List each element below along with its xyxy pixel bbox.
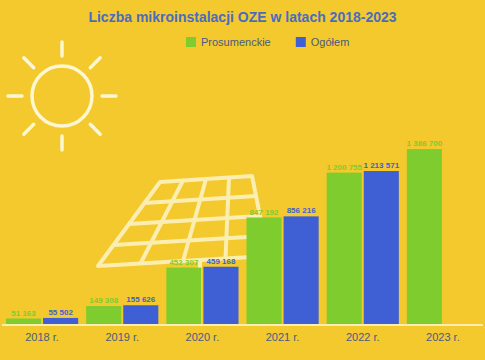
sun	[32, 66, 92, 126]
page: {"chart_data": {"type": "bar", "title": …	[0, 0, 485, 360]
sun-ray	[90, 124, 100, 134]
sun-ray	[24, 124, 34, 134]
panel-line	[129, 216, 260, 224]
bar	[86, 306, 121, 325]
title: Liczba mikroinstalacji OZE w latach 2018…	[88, 9, 396, 25]
bar	[166, 268, 201, 325]
panel-line	[114, 236, 265, 245]
data-label: 847 192	[250, 208, 279, 217]
x-tick-label: 2020 r.	[186, 331, 220, 343]
bar	[284, 216, 319, 325]
sun-ray	[24, 58, 34, 68]
legend: Prosumenckie Ogółem	[186, 36, 349, 48]
legend-swatch	[186, 37, 196, 47]
panel-line	[145, 196, 257, 203]
bar	[327, 173, 362, 325]
bar	[123, 305, 158, 325]
decoration	[8, 42, 116, 150]
bar	[203, 267, 238, 325]
sun-ray	[60, 136, 64, 150]
legend-label: Ogółem	[311, 36, 350, 48]
data-label: 856 216	[287, 206, 316, 215]
x-tick-label: 2022 r.	[346, 331, 380, 343]
x-tick-label: 2021 r.	[266, 331, 300, 343]
bar	[247, 218, 282, 325]
x-tick-label: 2018 r.	[25, 331, 59, 343]
data-label: 452 307	[169, 258, 198, 267]
data-label: 1 200 755	[326, 163, 362, 172]
legend-label: Prosumenckie	[201, 36, 271, 48]
bar	[364, 171, 399, 325]
legend-swatch	[296, 37, 306, 47]
data-labels: 51 163 149 308 452 307 847 192 1 200 755 1 38…	[11, 139, 442, 317]
data-label: 1 213 571	[363, 161, 399, 170]
chart-svg: Liczba mikroinstalacji OZE w latach 2018…	[0, 0, 485, 360]
data-label: 55 502	[48, 308, 73, 317]
panel-frame	[98, 176, 268, 266]
solar-panel	[98, 176, 268, 325]
sun-ray	[90, 58, 100, 68]
data-label: 149 308	[89, 296, 118, 305]
x-tick-label: 2019 r.	[105, 331, 139, 343]
x-tick-label: 2023 r.	[426, 331, 460, 343]
sun-ray	[60, 42, 64, 56]
data-label: 155 626	[126, 295, 155, 304]
data-label: 1 386 700	[407, 139, 443, 148]
bar	[43, 318, 78, 325]
chart-container: Liczba mikroinstalacji OZE w latach 2018…	[0, 0, 485, 360]
data-label: 51 163	[11, 309, 36, 318]
background	[0, 0, 485, 360]
sun-ray	[8, 94, 22, 98]
bars	[6, 149, 442, 325]
x-axis: 2018 r. 2019 r. 2020 r. 2021 r. 2022 r. 2023 …	[25, 331, 459, 343]
bar	[407, 149, 442, 325]
sun-ray	[102, 94, 116, 98]
baseline	[2, 324, 483, 326]
data-label: 459 168	[206, 257, 235, 266]
